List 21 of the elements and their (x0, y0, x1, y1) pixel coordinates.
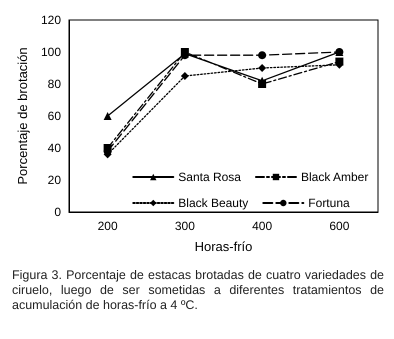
x-tick-label: 400 (252, 219, 272, 233)
y-axis-title: Porcentaje de brotación (15, 47, 30, 185)
y-tick-label: 80 (48, 77, 62, 91)
point (258, 51, 266, 60)
text: Figura 3. Porcentaje de estacas brotadas de cuatro variedades de ciruelo, luego de ser sometidas a diferentes tratamientos de acumulación de horas-frío a 4 ºC. (12, 268, 384, 313)
y-tick-label: 60 (48, 109, 62, 123)
legend-label: Santa Rosa (178, 170, 242, 184)
point (258, 64, 266, 72)
y-tick-label: 100 (40, 45, 62, 59)
point (180, 72, 189, 80)
legend-label: Black Beauty (178, 196, 248, 210)
x-axis-title: Horas-frío (194, 239, 252, 254)
legend-label: Black Amber (300, 170, 368, 184)
y-tick-label: 20 (48, 173, 62, 187)
x-tick-label: 200 (98, 219, 118, 233)
x-tick-label: 300 (174, 219, 196, 233)
y-tick-label: 0 (54, 205, 62, 219)
legend-label: Fortuna (308, 196, 350, 210)
y-tick-label: 40 (48, 141, 62, 155)
y-tick-label: 120 (40, 13, 62, 27)
x-tick-label: 600 (329, 219, 350, 233)
